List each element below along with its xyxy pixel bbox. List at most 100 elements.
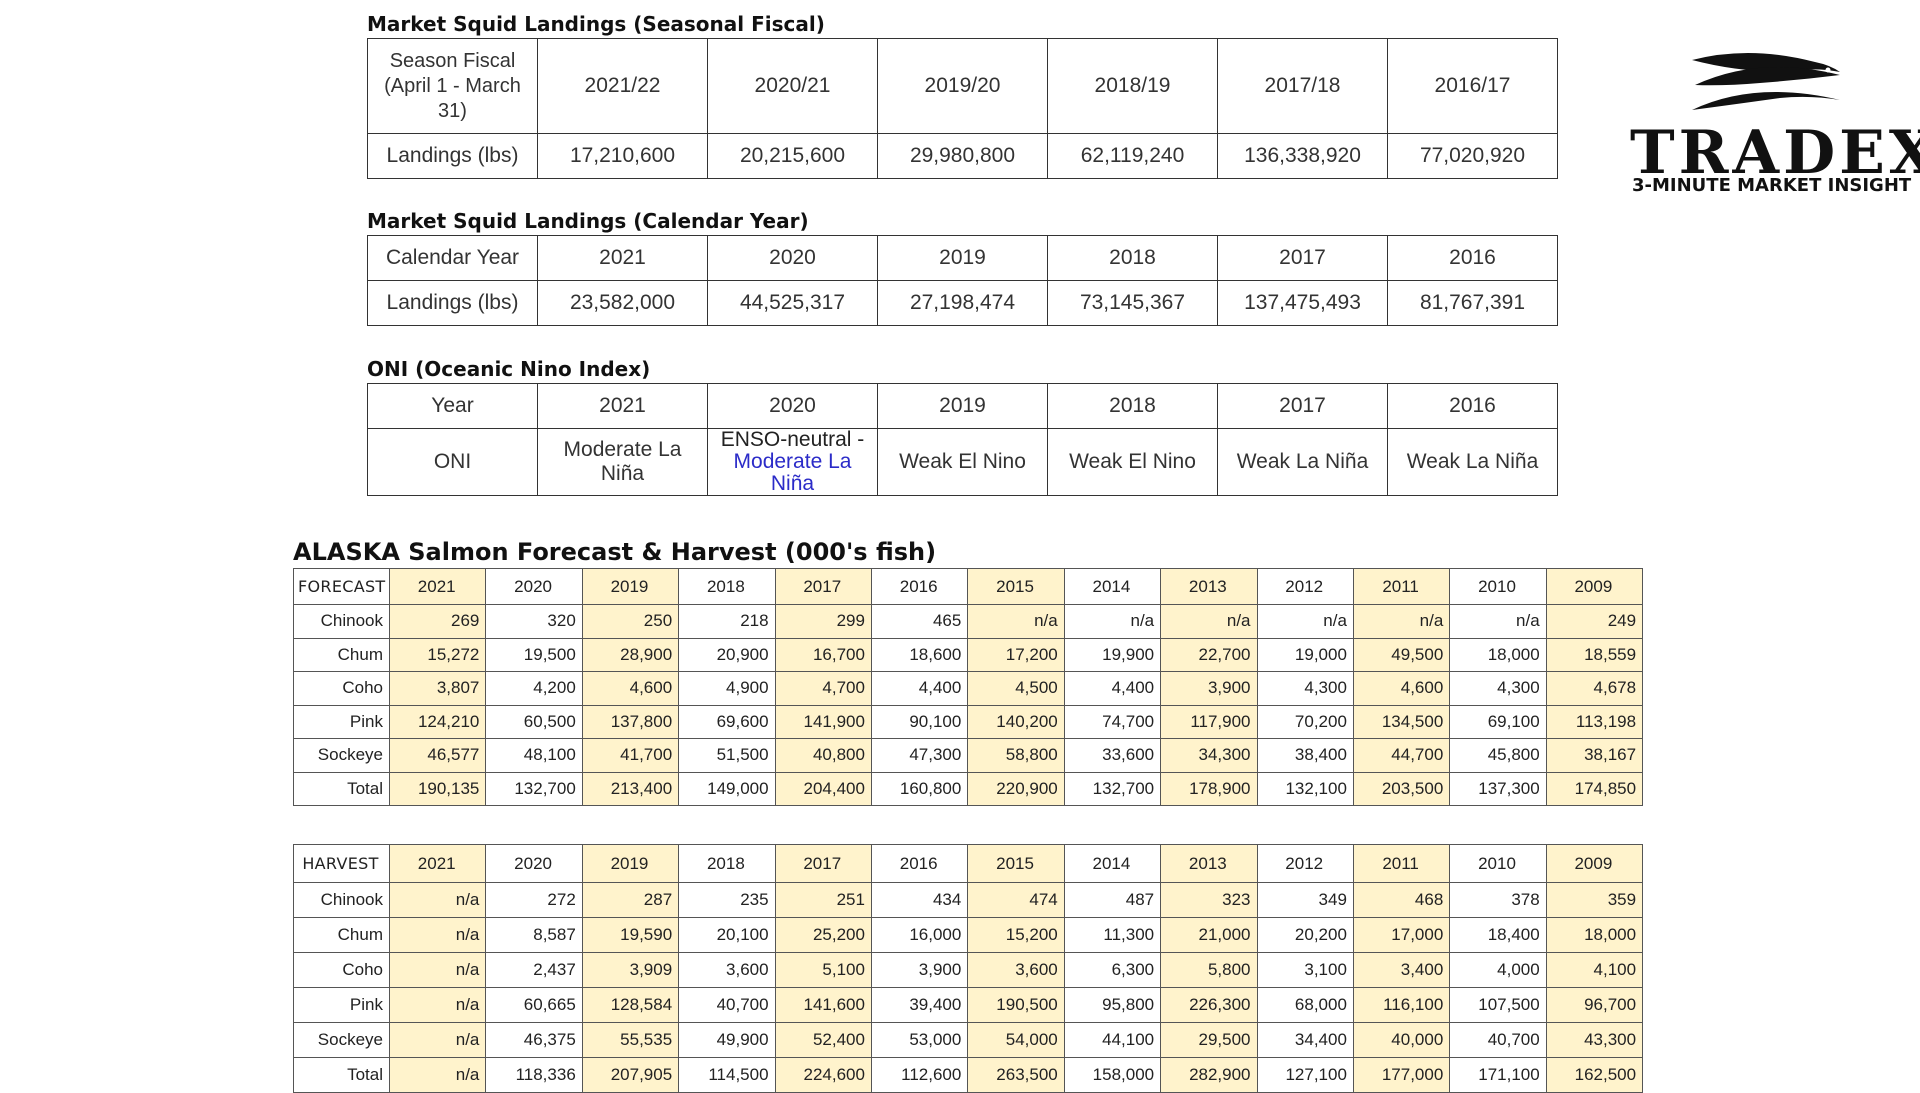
table-cell: 117,900 [1160,704,1258,739]
table-cell: 3,900 [870,952,969,988]
table-cell: 171,100 [1449,1057,1547,1093]
table-cell: 54,000 [967,1022,1065,1058]
table-cell: 137,475,493 [1217,280,1388,326]
table-header-cell: Year [367,383,538,429]
table-row: Sockeye 46,577 48,100 41,700 51,500 40,800 47,… [293,738,1644,773]
table-section-label: HARVEST [293,844,390,883]
table-cell: 68,000 [1256,987,1354,1023]
table-cell: 53,000 [870,1022,969,1058]
table-cell: 5,100 [774,952,872,988]
table-cell: 47,300 [870,738,969,773]
table-cell: 359 [1545,882,1644,918]
tradex-tagline: 3-MINUTE MARKET INSIGHT [1632,175,1912,196]
tradex-logo-text: TRADEX [1630,118,1920,188]
table-cell: 5,800 [1160,952,1258,988]
table-header-cell: 2018 [1047,235,1218,281]
row-label: Landings (lbs) [367,133,538,179]
table-cell: n/a [388,917,487,953]
table-header-cell: 2018 [1047,383,1218,429]
table-cell: 18,000 [1449,637,1547,672]
table-cell: n/a [388,987,487,1023]
table-header-cell: 2018/19 [1047,38,1218,134]
table-cell: 118,336 [485,1057,583,1093]
table-header-cell: 2016 [1387,235,1558,281]
table-cell: 11,300 [1063,917,1162,953]
oni-value: Weak La Niña [1387,428,1558,496]
table-cell: 137,300 [1449,771,1547,806]
table-cell: n/a [388,882,487,918]
table-cell: 349 [1256,882,1354,918]
table-cell: 269 [388,604,487,639]
oni-la-nina-text: Moderate La Niña [733,450,852,495]
year-header-cell: 2011 [1352,844,1451,883]
year-header-cell: 2021 [388,844,487,883]
table-cell: 132,700 [485,771,583,806]
table-row: Chum n/a 8,587 19,590 20,100 25,200 16,000 15,2… [293,917,1644,953]
table-cell: 323 [1160,882,1258,918]
table-cell: 15,272 [388,637,487,672]
table-cell: 19,500 [485,637,583,672]
table-cell: 177,000 [1352,1057,1451,1093]
table-cell: n/a [1063,604,1162,639]
table-cell: 16,700 [774,637,872,672]
year-header-cell: 2019 [581,568,680,605]
table-cell: 4,400 [870,671,969,706]
row-label: Landings (lbs) [367,280,538,326]
table-cell: 190,135 [388,771,487,806]
table-cell: 128,584 [581,987,680,1023]
table-cell: 34,400 [1256,1022,1354,1058]
table-header-cell: 2021 [537,235,708,281]
year-header-cell: 2012 [1256,844,1354,883]
table-header-cell: 2020/21 [707,38,878,134]
table-header-cell: 2019 [877,383,1048,429]
year-header-cell: 2013 [1160,568,1258,605]
table-cell: 136,338,920 [1217,133,1388,179]
table-cell: 20,215,600 [707,133,878,179]
table-cell: n/a [1352,604,1451,639]
table-cell: 320 [485,604,583,639]
year-header-cell: 2019 [581,844,680,883]
table-cell: 3,900 [1160,671,1258,706]
table-cell: 95,800 [1063,987,1162,1023]
table-cell: 204,400 [774,771,872,806]
table-cell: 16,000 [870,917,969,953]
table-cell: 45,800 [1449,738,1547,773]
table-header-cell: 2021/22 [537,38,708,134]
table-cell: 58,800 [967,738,1065,773]
species-label: Chinook [293,604,390,639]
table-row: Pink n/a 60,665 128,584 40,700 141,600 39,400 1… [293,987,1644,1023]
table-cell: 218 [678,604,776,639]
table-cell: 132,100 [1256,771,1354,806]
table-cell: 51,500 [678,738,776,773]
salmon-title: ALASKA Salmon Forecast & Harvest (000's … [293,538,937,566]
table-header-cell: 2019/20 [877,38,1048,134]
table-cell: 4,100 [1545,952,1644,988]
table-cell: 203,500 [1352,771,1451,806]
table-cell: 116,100 [1352,987,1451,1023]
year-header-cell: 2018 [678,844,776,883]
year-header-cell: 2014 [1063,844,1162,883]
table-cell: 251 [774,882,872,918]
table-row: Pink 124,210 60,500 137,800 69,600 141,900 90,… [293,704,1644,739]
oni-neutral-text: ENSO-neutral - [720,428,865,451]
salmon-harvest-table: HARVEST 2021 2020 2019 2018 2017 2016 2015 2014 2… [293,844,1644,1093]
year-header-cell: 2015 [967,844,1065,883]
table-cell: 213,400 [581,771,680,806]
tradex-fish-logo-icon [1692,52,1840,110]
table-cell: n/a [388,1022,487,1058]
year-header-cell: 2010 [1449,568,1547,605]
salmon-forecast-table: FORECAST 2021 2020 2019 2018 2017 2016 2015 2014… [293,568,1644,806]
table-cell: 4,200 [485,671,583,706]
table-cell: 52,400 [774,1022,872,1058]
table-cell: 17,000 [1352,917,1451,953]
table-cell: 487 [1063,882,1162,918]
table-cell: 235 [678,882,776,918]
table-cell: 272 [485,882,583,918]
table-header-row: FORECAST 2021 2020 2019 2018 2017 2016 2015 2014… [293,568,1644,605]
table-row: ONI Moderate La Niña ENSO-neutral - Mode… [367,428,1558,496]
table-cell: 4,400 [1063,671,1162,706]
table-cell: 465 [870,604,969,639]
table-row: Coho n/a 2,437 3,909 3,600 5,100 3,900 3,600 6,3… [293,952,1644,988]
table-cell: 38,167 [1545,738,1644,773]
table-cell: 3,600 [678,952,776,988]
